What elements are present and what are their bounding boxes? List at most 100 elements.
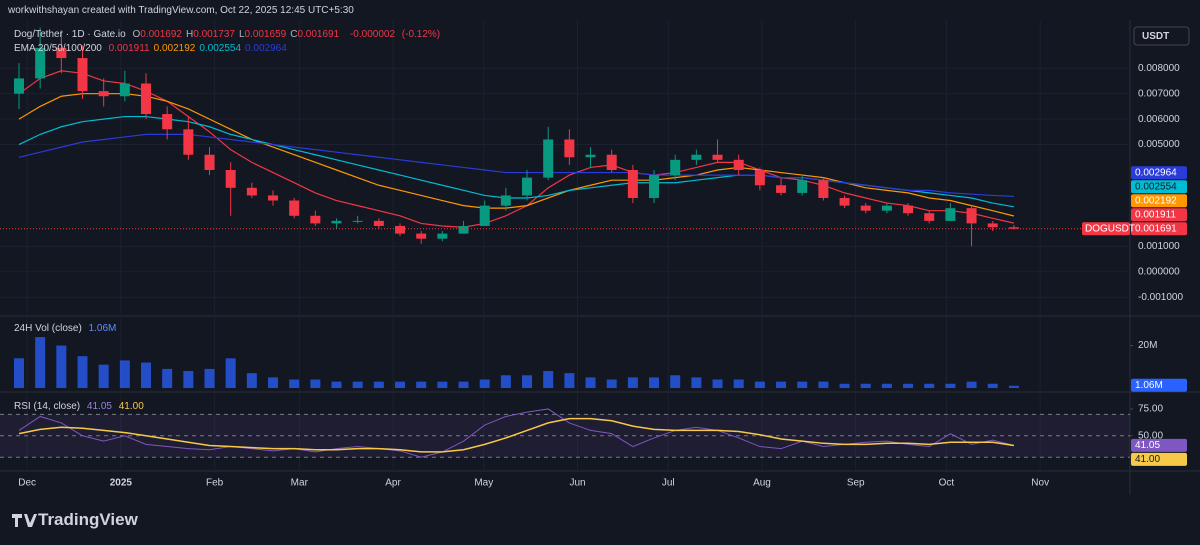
price-badge-label: 0.002192 bbox=[1135, 195, 1177, 206]
x-tick-label: Dec bbox=[18, 478, 36, 489]
candle-body bbox=[225, 170, 236, 188]
x-tick-label: Feb bbox=[206, 478, 224, 489]
price-badge bbox=[1131, 166, 1187, 180]
price-legend: Dog/Tether · 1D · Gate.io O0.001692 H0.00… bbox=[14, 29, 444, 40]
volume-bar bbox=[839, 383, 850, 388]
indicator-title: EMA 20/50/100/200 bbox=[14, 43, 102, 54]
volume-bar bbox=[289, 379, 300, 388]
candle-body bbox=[77, 58, 88, 92]
candle-body bbox=[1008, 227, 1019, 229]
volume-bar bbox=[585, 377, 596, 388]
price-badge-label: 0.002964 bbox=[1135, 167, 1177, 178]
volume-bar bbox=[966, 381, 977, 388]
ohlc-label: C bbox=[290, 29, 298, 40]
candle-body bbox=[162, 114, 173, 130]
volume-bar bbox=[627, 377, 638, 388]
y-tick-label: 0.006000 bbox=[1138, 114, 1180, 125]
volume-bar bbox=[987, 383, 998, 388]
brand-logo bbox=[12, 514, 37, 527]
volume-bar bbox=[945, 383, 956, 388]
volume-bar bbox=[903, 383, 914, 388]
volume-bar bbox=[458, 381, 469, 388]
candle-body bbox=[691, 154, 702, 160]
ohlc-label: L bbox=[238, 29, 245, 40]
ema-value: 0.002964 bbox=[245, 43, 287, 54]
candle-body bbox=[987, 223, 998, 228]
candle-body bbox=[860, 205, 871, 211]
y-tick-label: 0.000000 bbox=[1138, 266, 1180, 277]
candle-body bbox=[268, 195, 279, 201]
candle-body bbox=[246, 187, 257, 196]
y-tick-label: 0.008000 bbox=[1138, 63, 1180, 74]
volume-bar bbox=[712, 379, 723, 388]
price-badge bbox=[1131, 208, 1187, 222]
volume-bar bbox=[56, 345, 67, 388]
volume-bar bbox=[670, 375, 681, 388]
ohlc-label: H bbox=[186, 29, 194, 40]
candle-body bbox=[522, 177, 533, 196]
volume-bar bbox=[98, 364, 109, 388]
candle-body bbox=[141, 83, 152, 115]
ema-legend: EMA 20/50/100/200 0.001911 0.002192 0.0025… bbox=[14, 43, 291, 54]
volume-bar bbox=[141, 362, 152, 388]
volume-bar bbox=[500, 375, 511, 388]
candle-body bbox=[733, 159, 744, 170]
volume-bar bbox=[183, 371, 194, 388]
candle-body bbox=[35, 47, 46, 79]
volume-bar bbox=[522, 375, 533, 388]
candle-body bbox=[797, 180, 808, 193]
rsi-band bbox=[0, 414, 1130, 458]
candle-body bbox=[119, 83, 130, 97]
candle-body bbox=[310, 215, 321, 224]
rsi-badge bbox=[1131, 452, 1187, 466]
candle-body bbox=[903, 205, 914, 214]
volume-bar bbox=[754, 381, 765, 388]
candle-body bbox=[627, 170, 638, 198]
rsi-badge-label: 41.00 bbox=[1135, 454, 1160, 465]
ohlc-value: 0.001659 bbox=[244, 29, 287, 40]
x-tick-label: Jul bbox=[662, 478, 675, 489]
candle-body bbox=[670, 159, 681, 176]
volume-bar bbox=[797, 381, 808, 388]
price-badge-label: 0.001911 bbox=[1135, 209, 1176, 220]
x-tick-label: Aug bbox=[753, 478, 771, 489]
ema-value: 0.001911 bbox=[108, 43, 150, 54]
ohlc-value: 0.001691 bbox=[297, 29, 340, 40]
volume-bar bbox=[246, 373, 257, 388]
volume-bar bbox=[204, 368, 215, 388]
x-tick-label: Mar bbox=[291, 478, 309, 489]
price-badge-label: 0.002554 bbox=[1135, 181, 1177, 192]
volume-bar bbox=[77, 356, 88, 388]
brand: TradingView bbox=[38, 510, 138, 529]
volume-title: 24H Vol (close) bbox=[14, 323, 82, 334]
currency-box bbox=[1133, 26, 1190, 46]
ohlc-value: 0.001737 bbox=[193, 29, 235, 40]
volume-bar bbox=[818, 381, 829, 388]
volume-bar bbox=[373, 381, 384, 388]
candle-body bbox=[14, 78, 24, 94]
volume-bar bbox=[543, 371, 554, 388]
candle-body bbox=[818, 180, 829, 198]
y-tick-label: 0.007000 bbox=[1138, 88, 1180, 99]
volume-bar bbox=[606, 379, 617, 388]
candle-body bbox=[416, 233, 427, 239]
candle-body bbox=[776, 185, 787, 193]
volume-bar bbox=[225, 358, 236, 388]
volume-bar bbox=[268, 377, 279, 388]
candle-body bbox=[437, 233, 448, 239]
rsi-line bbox=[18, 417, 1015, 453]
candle-body bbox=[352, 220, 363, 222]
candle-body bbox=[373, 220, 384, 226]
candle-body bbox=[712, 154, 723, 160]
volume-bar bbox=[691, 377, 702, 388]
ohlc-label: O bbox=[132, 29, 141, 40]
rsi-legend: RSI (14, close) 41.05 41.00 bbox=[14, 401, 148, 412]
candle-body bbox=[564, 139, 575, 158]
volume-bar bbox=[881, 383, 892, 388]
volume-badge bbox=[1131, 378, 1187, 392]
attribution: workwithshayan created with TradingView.… bbox=[8, 5, 354, 16]
ema-line bbox=[18, 70, 1015, 228]
volume-bar bbox=[310, 379, 321, 388]
symbol-title: Dog/Tether · 1D · Gate.io bbox=[14, 29, 126, 40]
x-tick-label: Sep bbox=[847, 478, 865, 489]
